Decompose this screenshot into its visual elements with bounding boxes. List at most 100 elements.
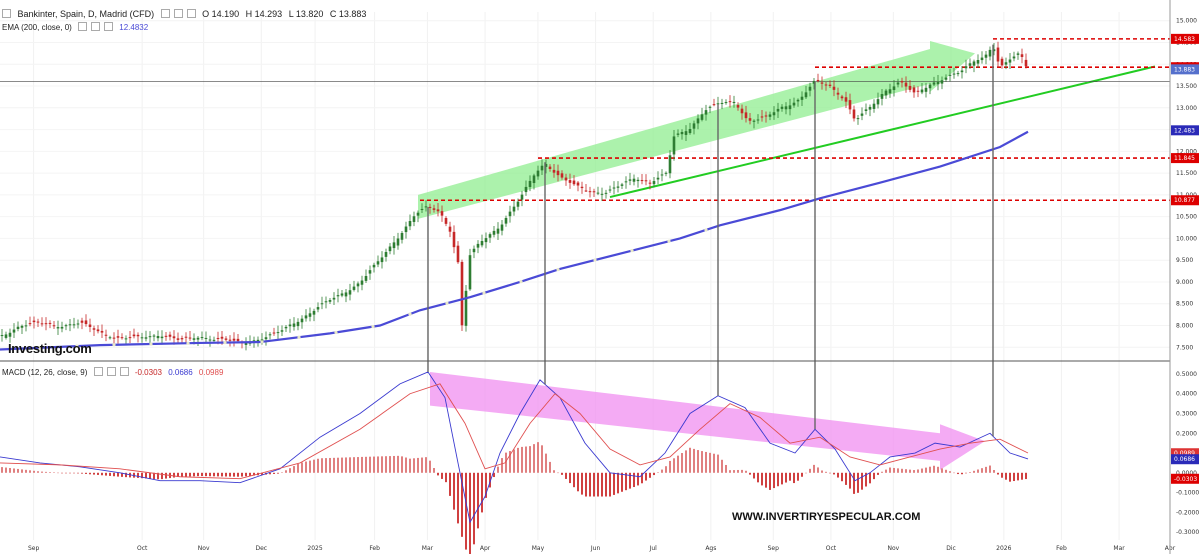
macd-histogram-bar — [489, 472, 491, 488]
macd-histogram-bar — [401, 456, 403, 473]
macd-histogram-bar — [717, 454, 719, 473]
ema-marker — [519, 280, 523, 284]
ema-settings-icon[interactable] — [78, 22, 88, 31]
macd-histogram-bar — [977, 469, 979, 473]
macd-histogram-bar — [25, 469, 27, 473]
candle-body — [180, 338, 184, 340]
candle-body — [360, 280, 364, 285]
candle-body — [824, 84, 828, 86]
ema-hide-icon[interactable] — [91, 22, 101, 31]
macd-settings-icon[interactable] — [93, 367, 103, 376]
candle-body — [112, 337, 116, 339]
candle-body — [372, 264, 376, 268]
candle-body — [760, 116, 764, 118]
candle-body — [576, 182, 580, 186]
macd-histogram-bar — [297, 463, 299, 473]
menu-icon[interactable] — [2, 9, 11, 18]
macd-close-icon[interactable] — [119, 367, 129, 376]
candle-body — [640, 180, 644, 182]
ema-close-icon[interactable] — [104, 22, 114, 31]
macd-histogram-bar — [41, 471, 43, 473]
ema-marker — [556, 267, 560, 272]
settings-icon[interactable] — [160, 9, 170, 18]
candle-body — [756, 119, 760, 121]
candle-body — [724, 102, 728, 104]
candle-body — [928, 84, 932, 89]
x-tick-label: Oct — [826, 545, 837, 552]
candle-body — [712, 104, 716, 106]
macd-histogram-bar — [645, 472, 647, 481]
candle-body — [648, 182, 652, 184]
candle-body — [124, 338, 128, 340]
candle-body — [880, 94, 884, 99]
macd-histogram-bar — [829, 472, 831, 474]
x-tick-label: May — [532, 545, 545, 552]
macd-y-tick-label: 0.2000 — [1176, 430, 1197, 437]
macd-histogram-bar — [113, 472, 115, 477]
close-icon[interactable] — [186, 9, 196, 18]
candle-body — [272, 332, 276, 334]
candle-body — [60, 326, 64, 329]
macd-histogram-bar — [537, 442, 539, 473]
macd-histogram-bar — [293, 466, 295, 473]
y-tick-label: 7.500 — [1176, 344, 1193, 351]
candle-body — [988, 49, 992, 57]
candle-body — [224, 338, 228, 340]
candle-body — [676, 133, 680, 135]
y-tick-label: 12.000 — [1176, 148, 1197, 155]
candle-body — [608, 189, 612, 191]
macd-histogram-bar — [945, 469, 947, 473]
macd-hide-icon[interactable] — [106, 367, 116, 376]
x-tick-label: Nov — [198, 545, 210, 552]
candle-body — [804, 92, 808, 98]
y-tick-label: 13.500 — [1176, 83, 1197, 90]
macd-histogram-bar — [221, 472, 223, 477]
candle-body — [24, 325, 28, 327]
macd-histogram-bar — [349, 457, 351, 473]
macd-histogram-bar — [81, 472, 83, 474]
macd-histogram-bar — [837, 472, 839, 478]
macd-histogram-bar — [1, 467, 3, 473]
macd-histogram-bar — [421, 457, 423, 473]
macd-histogram-bar — [513, 449, 515, 473]
macd-histogram-bar — [157, 472, 159, 480]
macd-histogram-bar — [853, 472, 855, 494]
candle-body — [172, 336, 176, 339]
ema-marker — [334, 330, 338, 335]
macd-histogram-bar — [273, 472, 275, 474]
macd-histogram-bar — [733, 470, 735, 473]
macd-histogram-bar — [761, 472, 763, 486]
macd-value-label: -0.0303 — [1174, 476, 1197, 483]
macd-histogram-bar — [549, 461, 551, 473]
candle-body — [56, 327, 60, 329]
macd-histogram-bar — [545, 453, 547, 473]
macd-histogram-bar — [261, 472, 263, 475]
candle-body — [376, 261, 380, 265]
macd-histogram-bar — [621, 472, 623, 492]
y-tick-label: 11.500 — [1176, 170, 1197, 177]
candle-body — [168, 334, 172, 337]
macd-histogram-bar — [769, 472, 771, 490]
candle-body — [496, 228, 500, 234]
macd-histogram-bar — [577, 472, 579, 492]
macd-histogram-bar — [605, 472, 607, 497]
candle-body — [380, 257, 384, 263]
candle-body — [656, 177, 660, 180]
macd-histogram-bar — [1009, 472, 1011, 482]
x-tick-label: Dec — [255, 545, 267, 552]
macd-histogram-bar — [641, 472, 643, 484]
macd-value-tag — [1171, 454, 1199, 465]
macd-histogram-bar — [593, 472, 595, 497]
y-tick-label: 10.500 — [1176, 214, 1197, 221]
macd-histogram-bar — [729, 470, 731, 473]
macd-histogram-bar — [153, 472, 155, 479]
candle-body — [696, 118, 700, 124]
macd-histogram-bar — [669, 460, 671, 473]
candle-body — [592, 191, 596, 193]
hide-icon[interactable] — [173, 9, 183, 18]
macd-histogram-bar — [857, 472, 859, 493]
macd-histogram-bar — [121, 472, 123, 477]
macd-histogram-bar — [793, 472, 795, 484]
macd-histogram-bar — [125, 472, 127, 478]
